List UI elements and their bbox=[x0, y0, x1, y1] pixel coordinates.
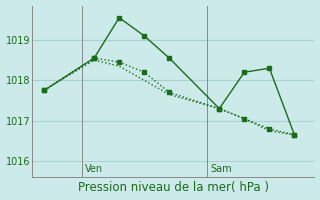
Text: Ven: Ven bbox=[85, 164, 103, 174]
X-axis label: Pression niveau de la mer( hPa ): Pression niveau de la mer( hPa ) bbox=[77, 181, 268, 194]
Text: Sam: Sam bbox=[211, 164, 232, 174]
